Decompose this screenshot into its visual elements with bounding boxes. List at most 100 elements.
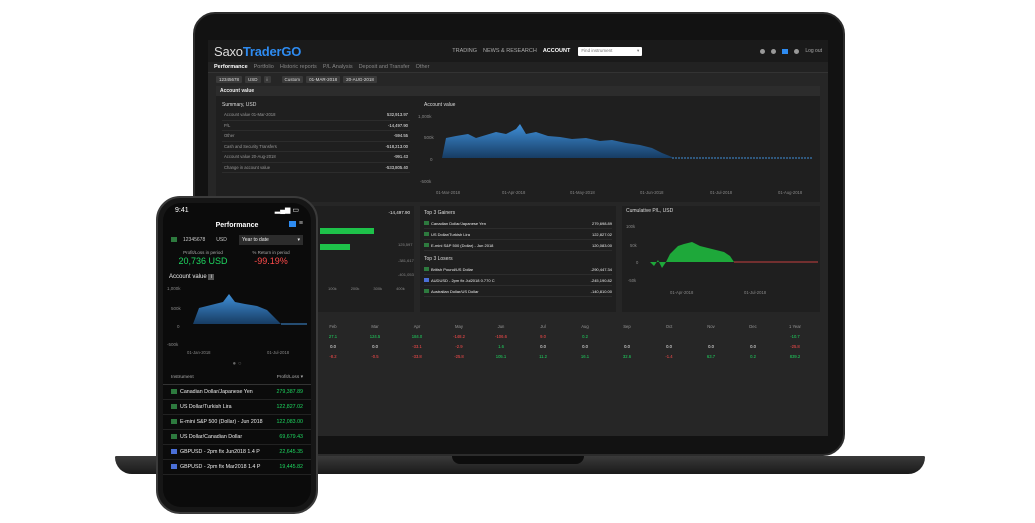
nav-account[interactable]: ACCOUNT <box>542 48 571 54</box>
mail-icon[interactable] <box>782 48 789 54</box>
period-select[interactable]: Year to date ▾ <box>239 234 303 245</box>
summary-table: Summary, USD Account value 01-Mar-2018 53… <box>222 100 410 173</box>
top-bar: SaxoTraderGO TRADING NEWS & RESEARCH ACC… <box>208 40 828 62</box>
list-item[interactable]: US Dollar/Turkish Lira 122,827.02 <box>424 229 612 240</box>
pl-ticks: 100k 200k 300k 400k <box>328 286 405 291</box>
filter-row: 12345678 USD i Custom 01-MAR-2018 20-AUG… <box>208 73 828 85</box>
y-tick: 100k <box>626 224 636 229</box>
pl-side-value: -401,053 <box>398 272 414 277</box>
fx-badge-icon <box>171 404 177 410</box>
list-item[interactable]: British Pound/US Dollar -290,447.34 <box>424 264 612 275</box>
search-input[interactable]: Find instrument ▾ <box>578 46 643 56</box>
signal-battery-icon: ▂▄▆ ▭ <box>274 207 299 214</box>
fx-badge-icon <box>424 289 429 294</box>
table-row: 27.1 124.5 184.0 -148.2 -106.6 9.0 0.2 -10.7 <box>328 333 800 339</box>
gear-icon[interactable] <box>794 48 800 54</box>
fx-badge-icon <box>424 232 429 237</box>
list-item[interactable]: Canadian Dollar/Japanese Yen 279,387.89 <box>163 385 311 400</box>
fx-badge-icon <box>424 267 429 272</box>
x-tick: 01-Jul-2018 <box>267 350 290 355</box>
summary-title: Summary, USD <box>222 102 257 108</box>
pl-side-value: -381,617 <box>398 258 414 263</box>
option-badge-icon <box>171 449 177 455</box>
phone-header: Performance ≡ <box>163 217 311 233</box>
table-row: -8.2 -0.5 -33.8 -25.8 105.1 11.2 16.1 32.6 -1.4 6… <box>329 353 801 359</box>
saxo-logo[interactable]: SaxoTraderGO <box>214 43 302 59</box>
chart-title: Account value <box>424 102 456 108</box>
laptop-notch <box>452 456 584 464</box>
info-icon[interactable]: i <box>263 75 271 83</box>
y-tick: 500k <box>424 135 435 140</box>
table-row: Account value 20-Aug-2018 -991.43 <box>222 152 410 163</box>
account-area <box>442 124 672 158</box>
theme-icon[interactable] <box>771 48 777 54</box>
tab-historic-reports[interactable]: Historic reports <box>279 64 317 70</box>
mail-icon[interactable] <box>288 221 296 227</box>
account-currency: USD <box>216 236 227 243</box>
cumulative-chart: 100k 50k 0 -50k 01-Apr-2018 01-Jul-2018 <box>626 224 818 295</box>
tab-performance[interactable]: Performance <box>214 64 248 70</box>
tab-pl-analysis[interactable]: P/L Analysis <box>322 64 353 70</box>
fx-badge-icon <box>424 221 429 226</box>
info-icon: i <box>208 274 215 280</box>
table-row: 0.0 0.0 -33.1 -2.9 1.6 0.0 0.0 0.0 0.0 0.0 0.0 -25.… <box>330 343 800 349</box>
currency-select[interactable]: USD <box>245 75 261 83</box>
fx-badge-icon <box>171 419 177 425</box>
header-icons: ≡ <box>288 220 303 227</box>
period-select[interactable]: Custom <box>281 75 304 83</box>
table-row: Account value 01-Mar-2018 532,913.97 <box>222 110 410 121</box>
date-to[interactable]: 20-AUG-2018 <box>343 75 377 83</box>
fx-badge-icon <box>171 237 177 242</box>
list-item[interactable]: US Dollar/Turkish Lira 122,827.02 <box>163 400 311 415</box>
list-item[interactable]: GBPUSD - 2pm fix Jun2018 1.4 P 22,645.35 <box>163 445 311 460</box>
y-tick: 500k <box>171 306 182 311</box>
option-badge-icon <box>424 278 429 283</box>
tab-other[interactable]: Other <box>415 64 430 70</box>
y-tick: -50k <box>628 278 637 283</box>
account-value-title: Account value <box>216 86 820 96</box>
account-value-chart: 1,000k 500k 0 -500k 01-Mar-2018 01-Apr-2… <box>418 114 812 195</box>
nav-news-research[interactable]: NEWS & RESEARCH <box>483 48 537 54</box>
list-item[interactable]: US Dollar/Canadian Dollar 69,679.43 <box>163 430 311 445</box>
table-row: Cash and Security Transfers -518,213.00 <box>222 142 410 152</box>
table-row: P/L -14,497.90 <box>222 121 410 131</box>
menu-icon[interactable]: ≡ <box>298 220 303 227</box>
y-tick: 1,000k <box>167 286 181 291</box>
list-item[interactable]: Canadian Dollar/Japanese Yen 279,698.89 <box>424 218 612 229</box>
x-tick: 01-Apr-2018 <box>670 290 694 295</box>
pl-side-value: 125,597 <box>398 242 413 247</box>
list-item[interactable]: Australian Dollar/US Dollar -140,810.00 <box>424 286 612 297</box>
x-tick: 01-Jun-2018 <box>640 190 664 195</box>
list-item[interactable]: E-mini S&P 500 (Dollar) - Jun 2018 120,08… <box>424 240 612 251</box>
nav-trading[interactable]: TRADING <box>452 48 478 54</box>
list-item[interactable]: GBPUSD - 2pm fix Mar2018 1.4 P 19,445.82 <box>163 460 311 475</box>
table-header: Feb Mar Apr May Jun Jul Aug Sep Oct Nov Dec 1 Year <box>329 323 801 329</box>
sub-nav: Performance Portfolio Historic reports P… <box>208 62 828 73</box>
monthly-returns-table: Feb Mar Apr May Jun Jul Aug Sep Oct Nov Dec 1 Year … <box>312 321 816 361</box>
list-item[interactable]: E-mini S&P 500 (Dollar) - Jun 2018 122,08… <box>163 415 311 430</box>
x-tick: 01-Jul-2018 <box>744 290 767 295</box>
tab-portfolio[interactable]: Portfolio <box>253 64 274 70</box>
fx-badge-icon <box>171 389 177 395</box>
y-tick: -500k <box>167 342 179 347</box>
account-number[interactable]: 12345678 <box>183 236 206 243</box>
help-icon[interactable] <box>760 48 766 54</box>
losers-title: Top 3 Losers <box>424 256 453 262</box>
phone-screen: 9:41 ▂▄▆ ▭ Performance ≡ 12345678 USD Ye… <box>163 203 311 507</box>
date-from[interactable]: 01-MAR-2018 <box>306 75 341 83</box>
account-select[interactable]: 12345678 <box>216 75 243 83</box>
tab-deposit-transfer[interactable]: Deposit and Transfer <box>358 64 410 70</box>
kpi-pl: Profit/Loss in period 20,736 USD <box>178 250 228 266</box>
page-indicator[interactable]: ● ○ <box>232 361 242 367</box>
list-item[interactable]: AUDUSD - 2pm fix Jul2018 0.770 C -245,190… <box>424 275 612 286</box>
gainers-losers-panel: Top 3 Gainers Canadian Dollar/Japanese Y… <box>420 206 616 312</box>
phone-account-chart: 1,000k 500k 0 -500k 01-Jan-2018 01-Jul-2… <box>167 286 307 355</box>
logout-link[interactable]: Log out <box>805 48 822 54</box>
y-tick: 50k <box>630 243 638 248</box>
cumulative-title: Cumulative P/L, USD <box>626 208 674 214</box>
x-tick: 01-Mar-2018 <box>436 190 461 195</box>
option-badge-icon <box>171 464 177 470</box>
x-tick: 01-Jul-2018 <box>710 190 733 195</box>
cumulative-panel: Cumulative P/L, USD 100k 50k 0 -50k 01-A… <box>622 206 820 312</box>
